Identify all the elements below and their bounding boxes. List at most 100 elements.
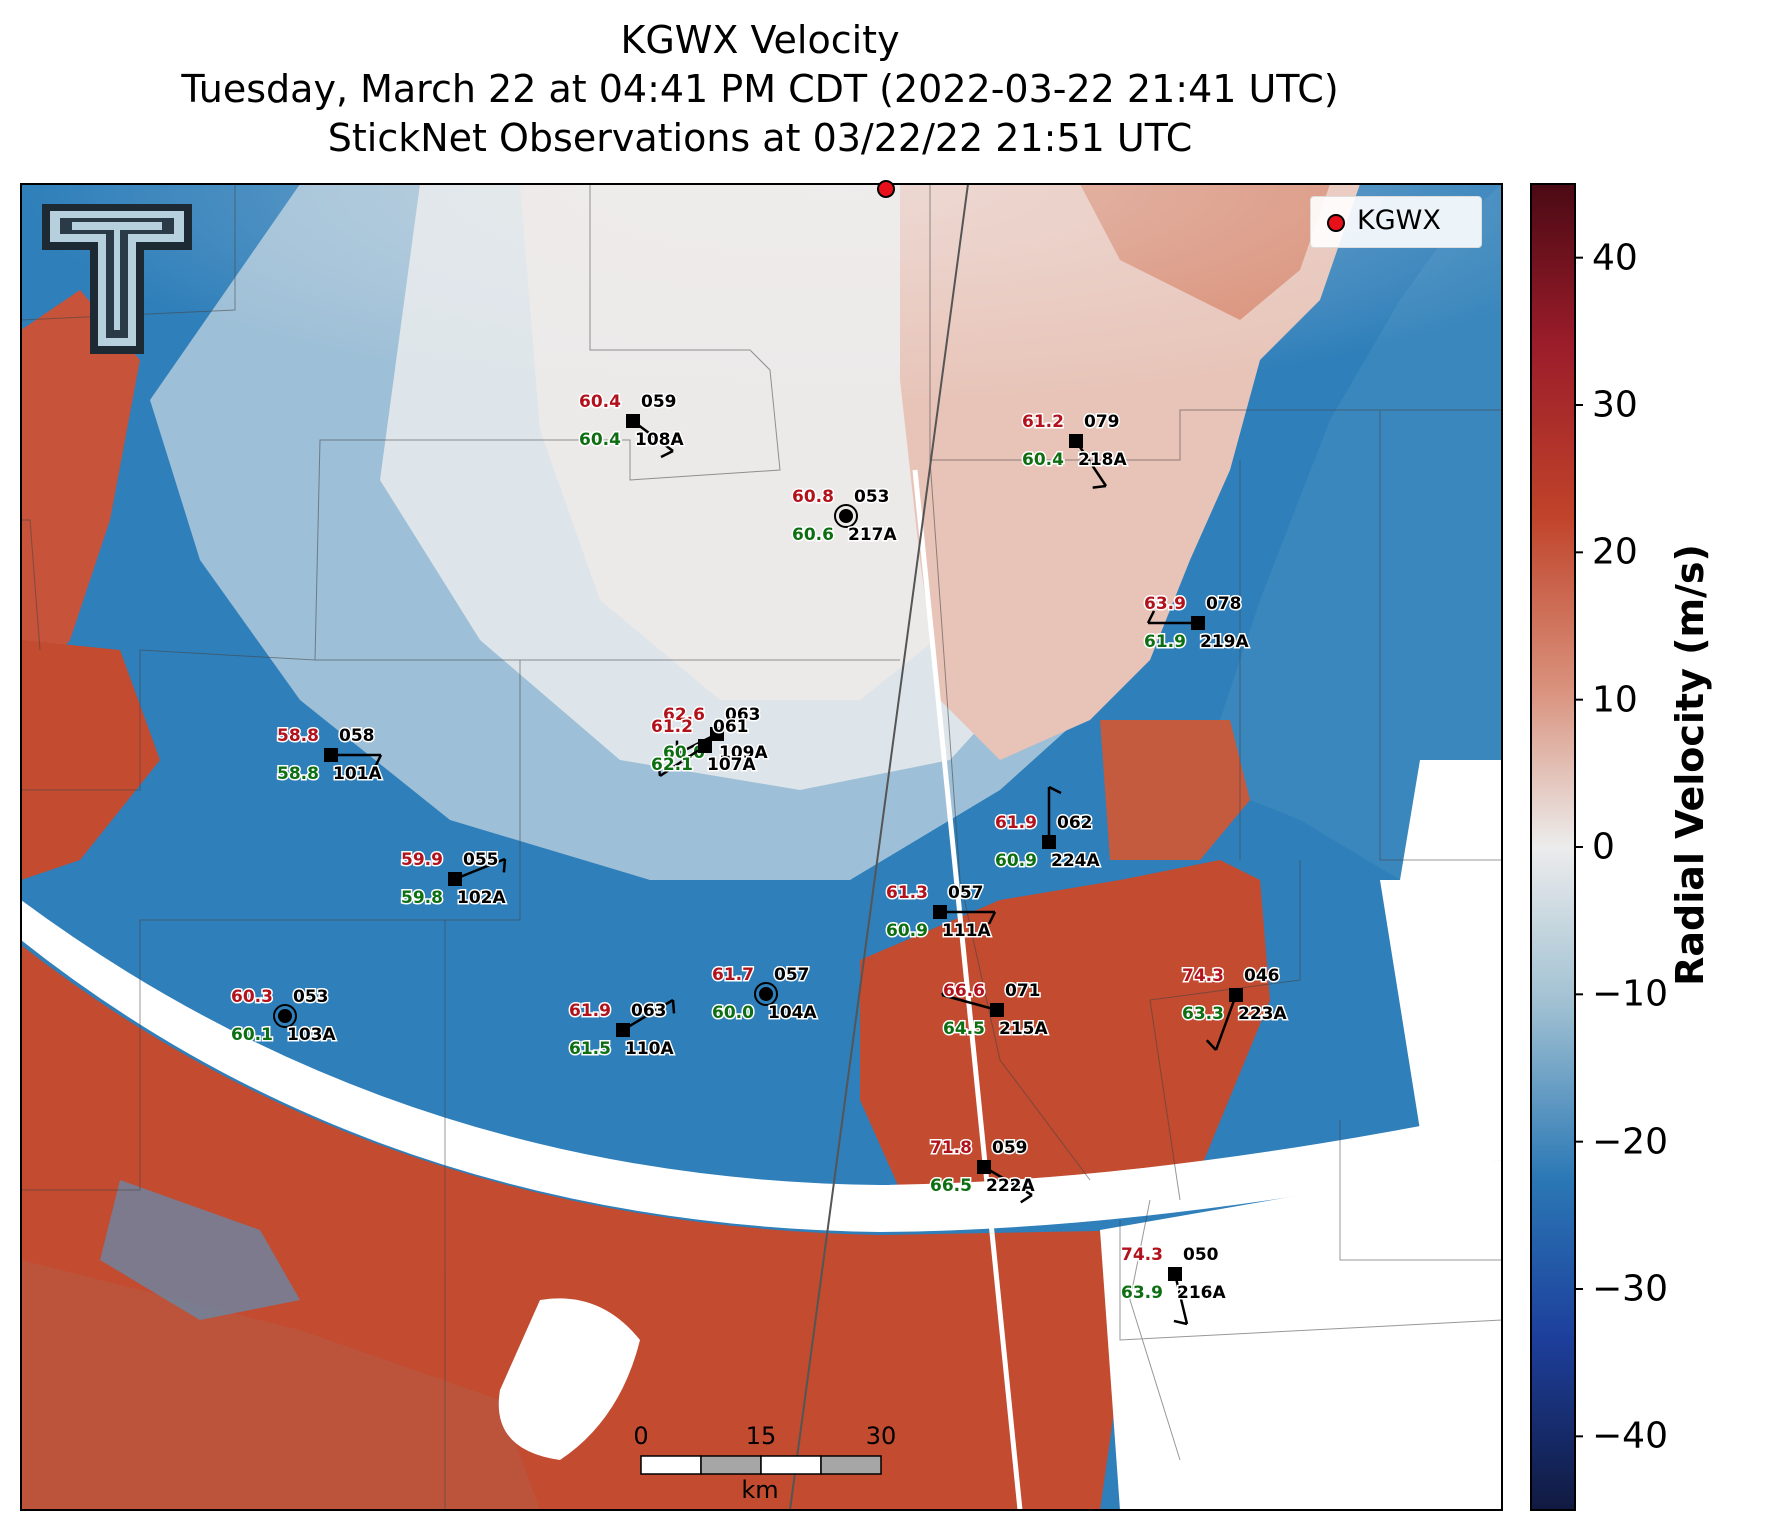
scale-unit: km bbox=[741, 1476, 779, 1504]
wind-barb-flag bbox=[1092, 484, 1107, 489]
station-marker bbox=[324, 748, 338, 762]
station-id: 108A bbox=[635, 430, 684, 450]
wind-barb-flag bbox=[1205, 1039, 1217, 1051]
wind-barb-flag bbox=[657, 762, 662, 777]
station-pressure: 057 bbox=[948, 883, 984, 903]
station-215A[interactable]: 66.6 071 64.5 215A bbox=[941, 980, 1050, 1041]
station-id: 223A bbox=[1238, 1004, 1287, 1024]
colorbar-tick-label: 30 bbox=[1592, 384, 1638, 426]
station-id: 110A bbox=[625, 1039, 674, 1059]
station-dewpoint: 60.4 bbox=[579, 430, 621, 450]
wind-barb-flag bbox=[502, 858, 507, 873]
station-109A[interactable]: 62.6 063 60.0 109A bbox=[662, 704, 770, 765]
station-marker bbox=[616, 1023, 630, 1037]
wind-barb-flag bbox=[1146, 610, 1156, 624]
station-dewpoint: 59.8 bbox=[401, 888, 443, 908]
station-223A[interactable]: 74.3 046 63.3 223A bbox=[1181, 965, 1289, 1051]
boundary-line bbox=[789, 184, 969, 1510]
station-temperature: 61.9 bbox=[995, 813, 1037, 833]
station-pressure: 057 bbox=[774, 965, 810, 985]
station-pressure: 059 bbox=[641, 392, 677, 412]
station-pressure: 046 bbox=[1244, 966, 1280, 986]
station-pressure: 053 bbox=[854, 487, 890, 507]
station-marker bbox=[1069, 434, 1083, 448]
station-marker bbox=[448, 872, 462, 886]
station-219A[interactable]: 63.9 078 61.9 219A bbox=[1143, 593, 1251, 654]
station-marker bbox=[1042, 835, 1056, 849]
station-101A[interactable]: 58.8 058 58.8 101A bbox=[276, 725, 384, 786]
station-107A[interactable]: 61.2 061 62.1 107A bbox=[650, 716, 758, 778]
station-temperature: 61.7 bbox=[712, 965, 754, 985]
map-legend: KGWX bbox=[1310, 196, 1482, 248]
station-id: 215A bbox=[999, 1019, 1048, 1039]
wind-barb-flag bbox=[941, 984, 952, 996]
station-marker bbox=[933, 905, 947, 919]
station-temperature: 60.8 bbox=[792, 487, 834, 507]
station-217A[interactable]: 60.8 053 60.6 217A bbox=[791, 486, 899, 547]
station-dewpoint: 63.3 bbox=[1182, 1004, 1224, 1024]
station-temperature: 59.9 bbox=[401, 850, 443, 870]
station-111A[interactable]: 61.3 057 60.9 111A bbox=[885, 882, 997, 943]
wind-barb-flag bbox=[1173, 1319, 1188, 1326]
calm-wind-circle bbox=[834, 504, 858, 528]
station-pressure: 071 bbox=[1005, 981, 1041, 1001]
station-id: 224A bbox=[1051, 851, 1100, 871]
map-frame bbox=[20, 183, 1503, 1511]
station-pressure: 058 bbox=[339, 726, 375, 746]
wind-barb bbox=[622, 998, 674, 1032]
colorbar-ticks bbox=[1575, 256, 1583, 1438]
station-dewpoint: 60.0 bbox=[663, 743, 705, 763]
station-temperature: 60.3 bbox=[231, 987, 273, 1007]
station-dewpoint: 66.5 bbox=[930, 1176, 972, 1196]
station-103A[interactable]: 60.3 053 60.1 103A bbox=[230, 986, 338, 1047]
station-id: 104A bbox=[768, 1003, 817, 1023]
colorbar-label: Radial Velocity (m/s) bbox=[1668, 544, 1712, 986]
radar-site-marker-icon bbox=[1327, 214, 1345, 232]
wind-barb bbox=[941, 993, 998, 1012]
station-pressure: 061 bbox=[713, 717, 749, 737]
station-id: 109A bbox=[719, 743, 768, 763]
station-temperature: 74.3 bbox=[1182, 966, 1224, 986]
station-temperature: 61.2 bbox=[651, 717, 693, 737]
station-temperature: 63.9 bbox=[1144, 594, 1186, 614]
station-dewpoint: 61.9 bbox=[1144, 632, 1186, 652]
station-marker bbox=[278, 1009, 292, 1023]
station-marker bbox=[1229, 988, 1243, 1002]
colorbar-tick-label: 40 bbox=[1592, 237, 1638, 279]
wind-barb bbox=[454, 857, 506, 881]
station-pressure: 063 bbox=[631, 1001, 667, 1021]
scale-tick-15: 15 bbox=[745, 1422, 777, 1450]
station-id: 216A bbox=[1177, 1283, 1226, 1303]
legend-label: KGWX bbox=[1357, 205, 1441, 236]
station-temperature: 74.3 bbox=[1121, 1245, 1163, 1265]
station-224A[interactable]: 61.9 062 60.9 224A bbox=[994, 785, 1102, 873]
kgwx-radar-marker[interactable] bbox=[877, 180, 895, 198]
station-temperature: 60.4 bbox=[579, 392, 621, 412]
sticknet-stations[interactable]: 60.4 059 60.4 108A 60.8 053 60.6 217A 61.2 079 60.… bbox=[230, 391, 1289, 1326]
colorbar bbox=[1530, 183, 1576, 1511]
title-date: Tuesday, March 22 at 04:41 PM CDT (2022-… bbox=[181, 67, 1339, 111]
station-108A[interactable]: 60.4 059 60.4 108A bbox=[578, 391, 686, 459]
station-104A[interactable]: 61.7 057 60.0 104A bbox=[711, 964, 819, 1025]
wind-barb bbox=[1214, 994, 1238, 1051]
scale-tick-0: 0 bbox=[633, 1422, 649, 1450]
station-216A[interactable]: 74.3 050 63.9 216A bbox=[1120, 1244, 1228, 1326]
title-observations: StickNet Observations at 03/22/22 21:51 … bbox=[327, 116, 1193, 160]
station-id: 218A bbox=[1078, 450, 1127, 470]
station-marker bbox=[1168, 1267, 1182, 1281]
station-dewpoint: 60.0 bbox=[712, 1003, 754, 1023]
station-marker bbox=[710, 727, 724, 741]
colorbar-tick-label: 10 bbox=[1592, 679, 1638, 721]
station-218A[interactable]: 61.2 079 60.4 218A bbox=[1021, 411, 1129, 489]
colorbar-tick-label: −10 bbox=[1592, 973, 1668, 1015]
station-temperature: 66.6 bbox=[943, 981, 985, 1001]
station-marker bbox=[1191, 616, 1205, 630]
station-temperature: 61.2 bbox=[1022, 412, 1064, 432]
station-222A[interactable]: 71.8 059 66.5 222A bbox=[929, 1137, 1037, 1204]
station-dewpoint: 63.9 bbox=[1121, 1283, 1163, 1303]
station-110A[interactable]: 61.9 063 61.5 110A bbox=[568, 998, 676, 1061]
station-102A[interactable]: 59.9 055 59.8 102A bbox=[400, 849, 508, 910]
station-dewpoint: 60.1 bbox=[231, 1025, 273, 1045]
station-marker bbox=[839, 509, 853, 523]
